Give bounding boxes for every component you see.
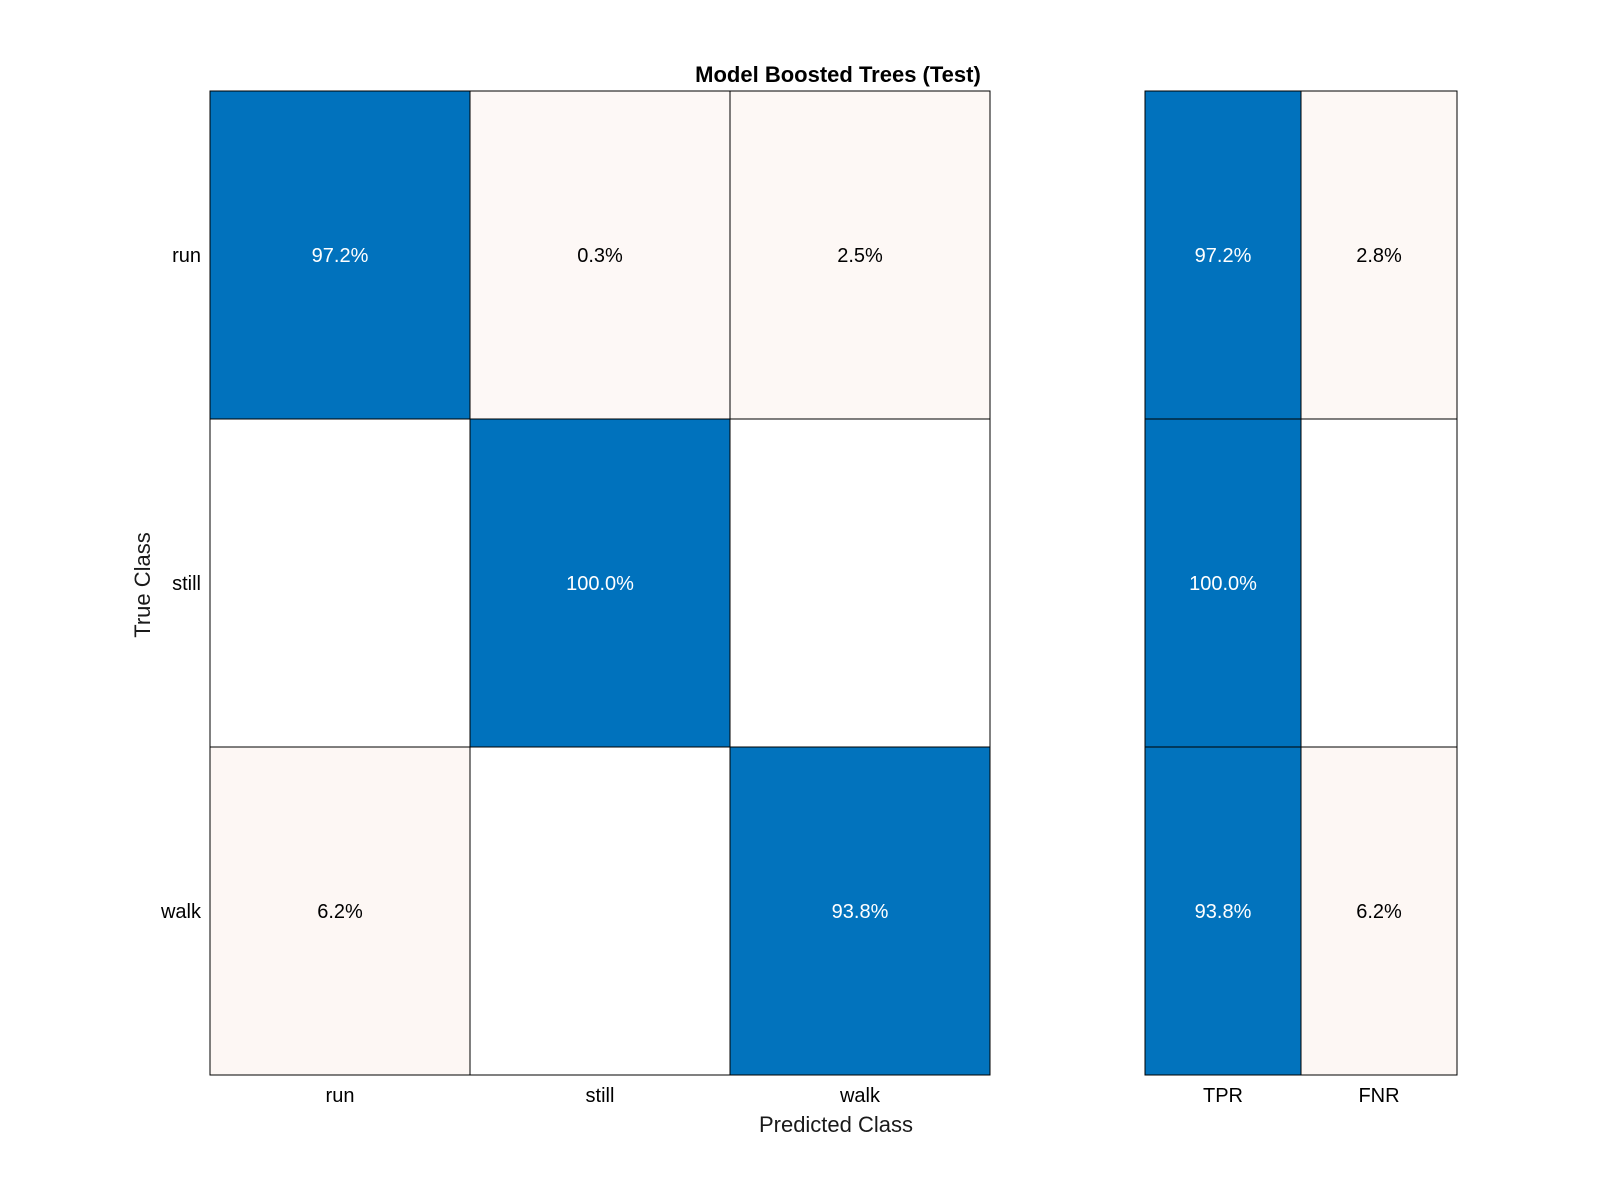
summary-cell-label: 100.0% xyxy=(1189,573,1257,595)
matrix-cell-label: 0.3% xyxy=(577,245,623,267)
chart-title: Model Boosted Trees (Test) xyxy=(695,62,981,87)
matrix-cell-label: 100.0% xyxy=(566,573,634,595)
summary-cell-run-fnr xyxy=(1300,90,1458,420)
summary-cell-label: 6.2% xyxy=(1356,901,1402,923)
matrix-cell-run-walk xyxy=(729,90,991,420)
summary-cell-label: 97.2% xyxy=(1195,245,1252,267)
x-tick-label: run xyxy=(326,1085,355,1107)
matrix-cell-label: 2.5% xyxy=(837,245,883,267)
y-tick-label: walk xyxy=(160,901,202,923)
y-tick-label: still xyxy=(172,573,201,595)
tpr-fnr-summary: 97.2% 2.8% 100.0% 93.8% 6.2% xyxy=(1144,90,1458,1076)
summary-cell-still-fnr xyxy=(1300,418,1458,748)
summary-cell-walk-tpr xyxy=(1144,746,1302,1076)
summary-cell-run-tpr xyxy=(1144,90,1302,420)
matrix-cell-still-still xyxy=(469,418,731,748)
matrix-cell-label: 93.8% xyxy=(832,901,889,923)
confusion-matrix: 97.2% 0.3% 2.5% 100.0% 6.2% 93.8% xyxy=(209,90,991,1076)
matrix-cell-still-walk xyxy=(729,418,991,748)
summary-cell-label: 2.8% xyxy=(1356,245,1402,267)
y-tick-label: run xyxy=(172,245,201,267)
x-tick-label: walk xyxy=(839,1085,881,1107)
tick-labels: run run still still walk walk TPR FNR xyxy=(160,245,1400,1107)
matrix-cell-label: 6.2% xyxy=(317,901,363,923)
y-axis-label: True Class xyxy=(130,532,155,638)
matrix-cell-label: 97.2% xyxy=(312,245,369,267)
matrix-cell-run-run xyxy=(209,90,471,420)
x-axis-label: Predicted Class xyxy=(759,1112,913,1137)
summary-cell-walk-fnr xyxy=(1300,746,1458,1076)
matrix-cell-walk-still xyxy=(469,746,731,1076)
matrix-cell-run-still xyxy=(469,90,731,420)
summary-tick-label: TPR xyxy=(1203,1085,1243,1107)
summary-cell-label: 93.8% xyxy=(1195,901,1252,923)
x-tick-label: still xyxy=(586,1085,615,1107)
summary-tick-label: FNR xyxy=(1358,1085,1399,1107)
matrix-cell-walk-walk xyxy=(729,746,991,1076)
matrix-cell-walk-run xyxy=(209,746,471,1076)
matrix-cell-still-run xyxy=(209,418,471,748)
